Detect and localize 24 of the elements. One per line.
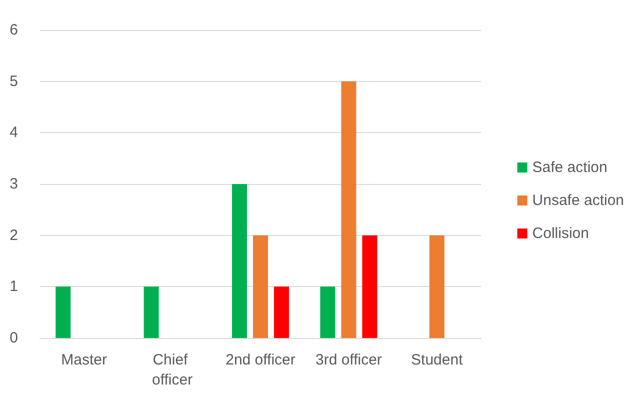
bar	[253, 235, 268, 338]
x-tick-label: Master	[61, 352, 108, 368]
bar	[320, 286, 336, 338]
bar	[56, 286, 71, 338]
bar	[362, 235, 378, 338]
x-tick-label: Student	[411, 352, 464, 368]
y-tick-label: 6	[10, 22, 18, 38]
y-tick-label: 3	[10, 176, 18, 192]
bar	[341, 81, 356, 338]
bar	[274, 286, 289, 338]
y-tick-label: 5	[10, 72, 18, 90]
legend-label: Collision	[532, 225, 589, 242]
x-tick-label: Chief officer	[152, 352, 193, 388]
x-tick-label: 2nd officer	[226, 352, 296, 368]
bar	[144, 286, 159, 338]
legend-label: Unsafe action	[532, 192, 624, 209]
y-tick-label: 0	[10, 330, 18, 346]
bar	[429, 235, 444, 338]
bar	[232, 184, 247, 338]
y-tick-label: 4	[10, 124, 18, 142]
y-tick-label: 2	[10, 226, 18, 244]
x-tick-label: 3rd officer	[315, 352, 382, 368]
legend-label: Safe action	[532, 159, 608, 176]
y-tick-label: 1	[10, 278, 18, 296]
